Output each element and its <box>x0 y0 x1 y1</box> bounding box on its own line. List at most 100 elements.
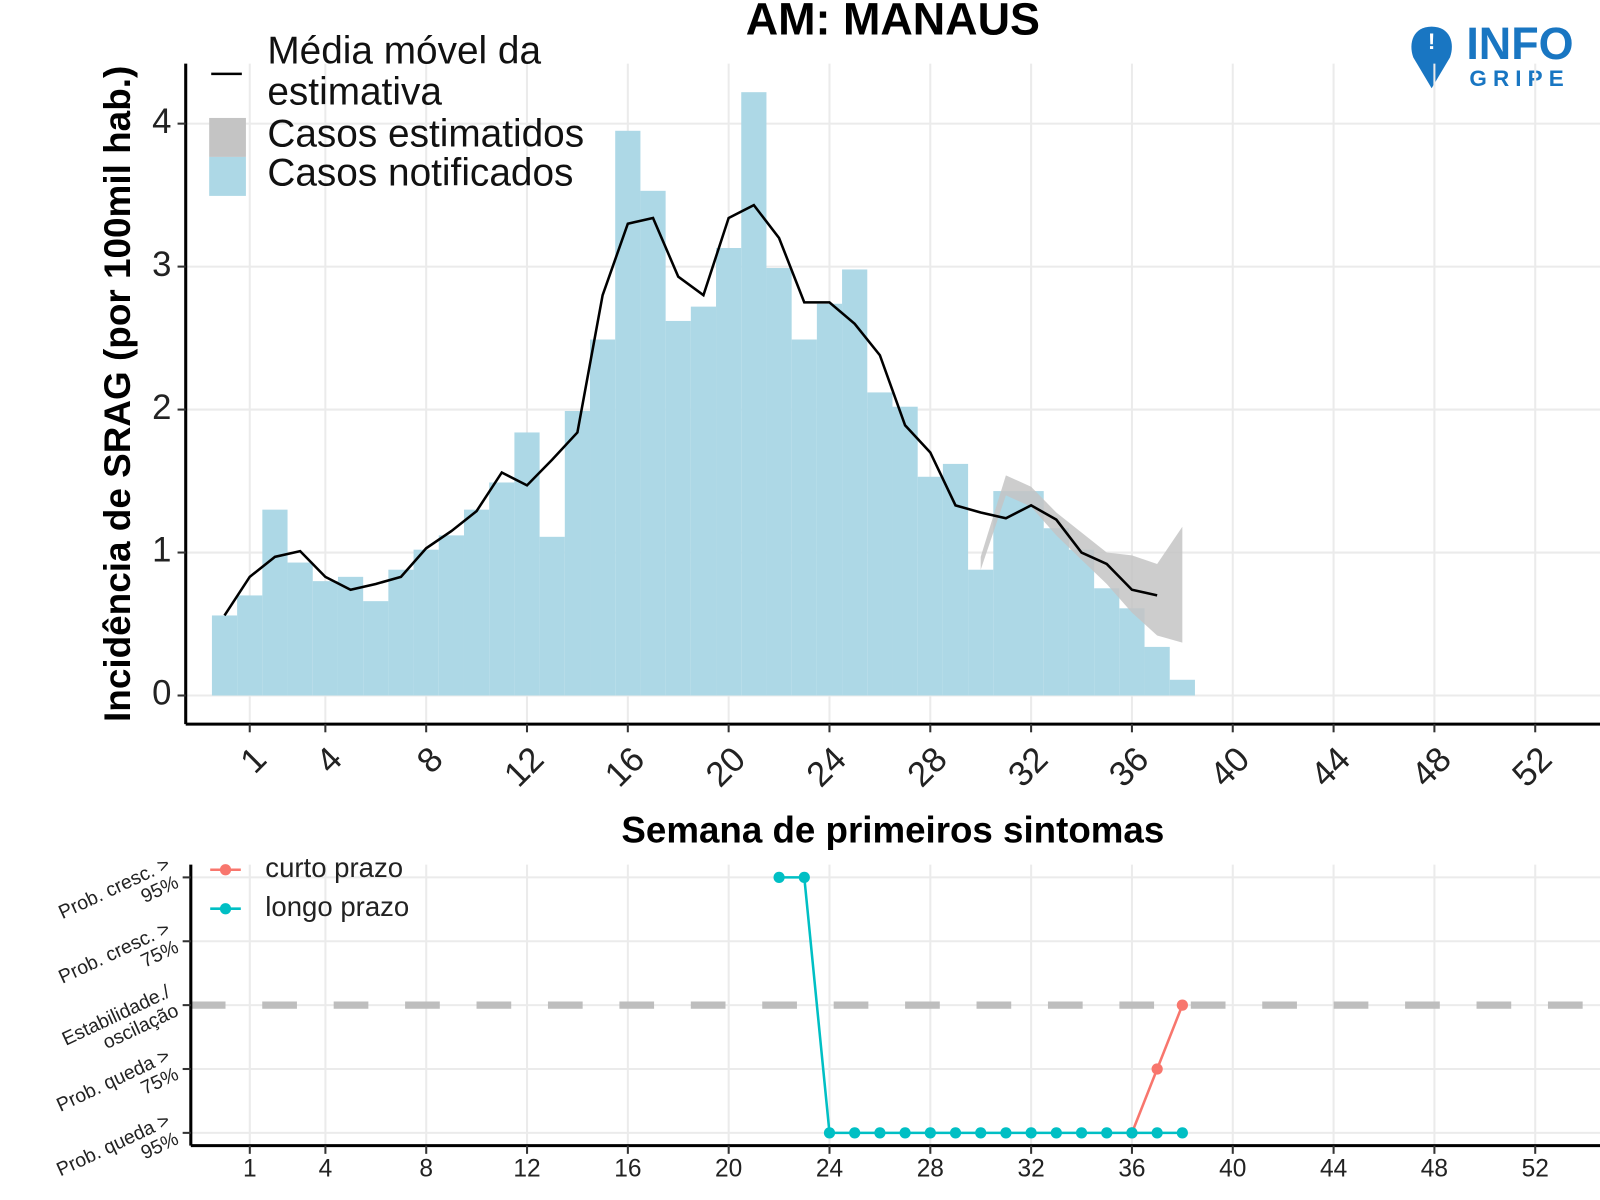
x-tick-label: 32 <box>1001 740 1055 794</box>
legend-key <box>219 864 232 876</box>
bar <box>816 303 843 696</box>
bar <box>590 339 616 696</box>
logo-text: GRIPE <box>1469 66 1569 91</box>
x-tick-label: 40 <box>1219 1156 1246 1183</box>
logo: ! INFO GRIPE <box>1411 18 1574 91</box>
bar <box>337 576 364 696</box>
point <box>1151 1063 1163 1075</box>
point <box>1000 1127 1012 1139</box>
legend-key <box>219 903 232 915</box>
bar <box>1094 588 1120 696</box>
y-tick-label-box: Prob. cresc. > 95% <box>55 853 183 925</box>
bar <box>1144 646 1170 696</box>
x-tick-label: 12 <box>497 740 551 794</box>
x-tick-label: 32 <box>1018 1156 1045 1183</box>
legend-label-box: Casos notificados <box>267 151 574 195</box>
x-tick-label: 40 <box>1203 740 1257 794</box>
bar <box>968 569 994 696</box>
x-tick-label: 20 <box>715 1156 742 1183</box>
x-tick-label: 8 <box>410 740 450 781</box>
point <box>975 1127 987 1139</box>
x-tick-label: 24 <box>800 740 854 794</box>
point <box>1050 1127 1062 1139</box>
bar <box>363 601 389 696</box>
bar <box>1068 549 1095 696</box>
legend-label: longo prazo <box>265 891 409 922</box>
bar <box>1043 528 1069 696</box>
x-tick-label: 1 <box>243 1156 257 1183</box>
y-axis-label: Incidência de SRAG (por 100mil hab.) <box>97 66 138 722</box>
x-tick-label: 16 <box>614 1156 641 1183</box>
point <box>874 1127 886 1139</box>
point <box>924 1127 936 1139</box>
bar <box>716 248 742 696</box>
bar <box>791 339 817 696</box>
y-tick-label: Estabilidade./ oscilação <box>58 981 183 1054</box>
y-tick-label: Prob. cresc. > 95% <box>55 853 183 925</box>
point <box>1025 1127 1037 1139</box>
bar <box>640 190 666 696</box>
y-tick-label: 1 <box>152 532 171 570</box>
bar <box>690 306 717 696</box>
bar <box>867 392 893 696</box>
bar <box>615 130 641 696</box>
bar <box>262 509 288 696</box>
x-tick-label: 48 <box>1421 1156 1448 1183</box>
logo-text: INFO <box>1466 18 1573 69</box>
logo-pin-mark: ! <box>1428 29 1435 54</box>
bar <box>388 569 414 696</box>
x-tick-label: 4 <box>319 1156 333 1183</box>
bar <box>312 581 338 696</box>
x-tick-label: 20 <box>699 740 753 794</box>
bar <box>993 491 1019 696</box>
point <box>949 1127 962 1139</box>
x-tick-label: 52 <box>1522 1156 1549 1183</box>
confidence-band <box>980 475 1183 643</box>
point <box>1075 1127 1088 1139</box>
x-tick-label: 16 <box>598 740 652 794</box>
x-tick-label: 4 <box>309 740 349 781</box>
bar <box>1018 491 1044 696</box>
bar <box>917 476 943 696</box>
y-tick-label: 4 <box>152 103 171 141</box>
y-tick-label: 3 <box>152 246 171 284</box>
x-axis-label: Semana de primeiros sintomas <box>621 809 1164 850</box>
x-tick-label: 28 <box>917 1156 944 1183</box>
bar <box>741 92 767 696</box>
line <box>223 203 1158 617</box>
point <box>773 871 785 884</box>
y-tick-label: 0 <box>152 675 171 713</box>
x-tick-label: 12 <box>513 1156 540 1183</box>
point <box>899 1127 911 1139</box>
x-tick-label: 36 <box>1118 1156 1145 1183</box>
legend-label: Casos estimatidos <box>267 112 585 156</box>
x-tick-label: 8 <box>419 1156 433 1183</box>
bar <box>665 320 691 696</box>
logo-pin <box>1411 26 1452 89</box>
legend-label: curto prazo <box>265 852 403 883</box>
y-tick-label: Prob. queda > 75% <box>53 1045 183 1117</box>
x-tick-label: 24 <box>816 1156 843 1183</box>
legend-label-box: Casos estimatidos <box>267 112 585 156</box>
bar <box>489 482 515 696</box>
point <box>798 871 810 884</box>
x-tick-label: 48 <box>1405 740 1459 794</box>
x-tick-label: 28 <box>901 740 955 794</box>
legend-label: Média móvel da estimativa <box>267 30 542 114</box>
y-tick-label: 2 <box>152 389 171 427</box>
bar <box>564 411 591 696</box>
bar <box>1119 608 1145 696</box>
x-tick-label: 44 <box>1320 1156 1347 1183</box>
bar <box>211 615 238 696</box>
point <box>1176 999 1188 1011</box>
x-tick-label: 52 <box>1506 740 1560 794</box>
bar <box>539 536 565 696</box>
y-tick-label: Prob. cresc. > 75% <box>55 917 183 989</box>
bar <box>766 268 792 696</box>
point <box>1126 1127 1138 1139</box>
point <box>1176 1127 1188 1139</box>
legend-label: Casos notificados <box>267 151 574 195</box>
x-tick-label: 44 <box>1304 740 1358 794</box>
